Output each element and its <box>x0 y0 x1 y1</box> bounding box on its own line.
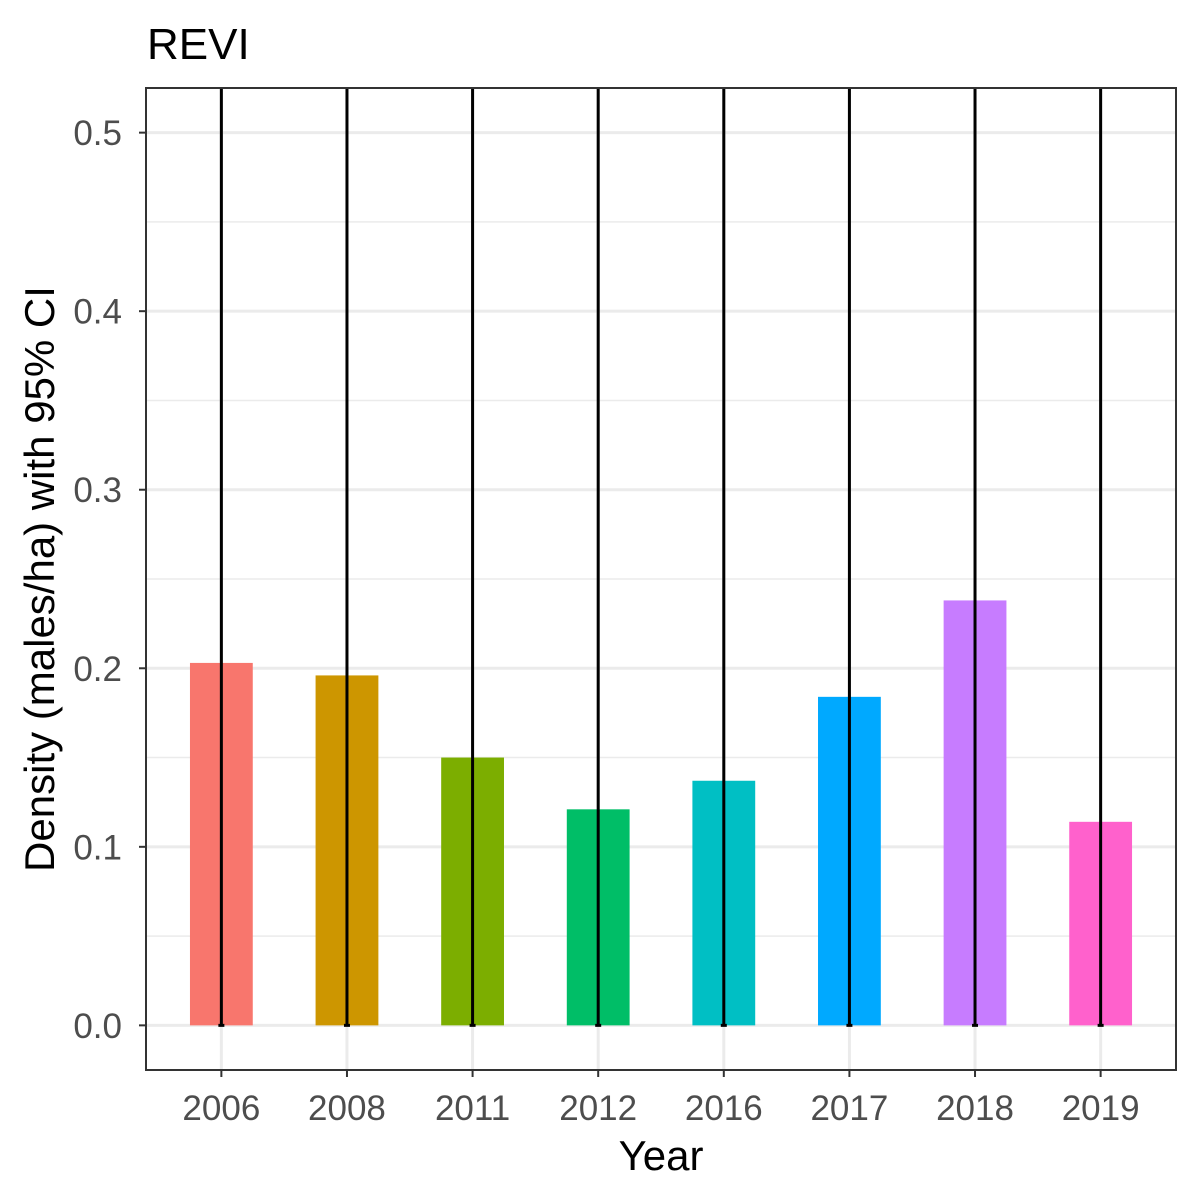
x-tick-label: 2008 <box>308 1089 386 1128</box>
x-tick-label: 2006 <box>182 1089 260 1128</box>
y-tick-label: 0.0 <box>73 1007 122 1046</box>
x-axis-title: Year <box>619 1132 704 1179</box>
y-tick-label: 0.3 <box>73 471 122 510</box>
y-tick-label: 0.4 <box>73 293 122 332</box>
x-tick-label: 2018 <box>936 1089 1014 1128</box>
y-tick-label: 0.1 <box>73 828 122 867</box>
y-axis-title: Density (males/ha) with 95% CI <box>16 286 63 872</box>
x-tick-label: 2011 <box>435 1089 510 1128</box>
y-tick-label: 0.5 <box>73 114 122 153</box>
y-tick-label: 0.2 <box>73 650 122 689</box>
x-tick-label: 2017 <box>810 1089 888 1128</box>
error-bars <box>218 88 1104 1027</box>
panel-border <box>145 87 1177 1071</box>
x-tick-label: 2019 <box>1062 1089 1140 1128</box>
chart-title: REVI <box>147 20 250 69</box>
y-tick-labels: 0.0 0.1 0.2 0.3 0.4 0.5 <box>73 114 122 1046</box>
x-tick-labels: 2006 2008 2011 2012 2016 2017 2018 2019 <box>182 1089 1139 1128</box>
x-tick-label: 2012 <box>559 1089 637 1128</box>
axis-ticks <box>139 131 1102 1077</box>
x-tick-label: 2016 <box>685 1089 763 1128</box>
